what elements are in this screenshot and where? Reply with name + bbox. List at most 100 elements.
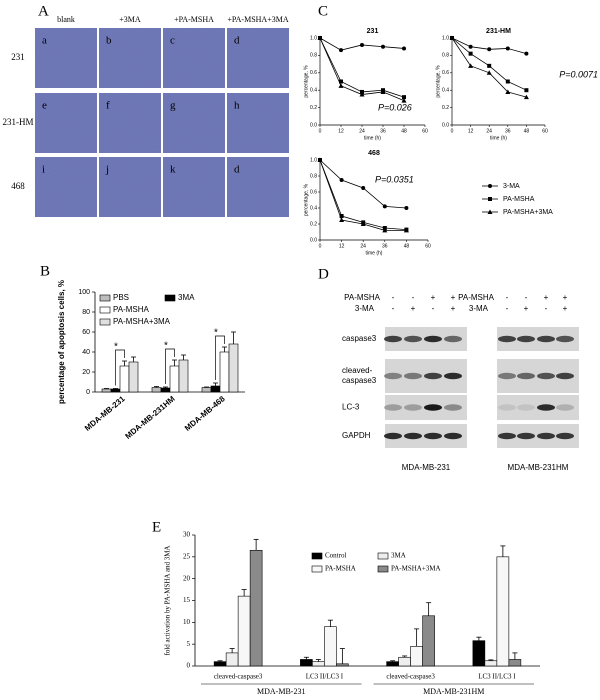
blot-band (517, 404, 535, 411)
y-tick-label: 0.4 (442, 88, 449, 94)
panel-label: E (152, 519, 161, 535)
x-tick-label: 48 (404, 243, 410, 249)
marker (339, 79, 343, 84)
bar (228, 343, 239, 393)
treatment-sign: - (392, 304, 395, 313)
image-label: h (234, 100, 240, 112)
treatment-sign: + (563, 304, 568, 313)
chart-title: 231-HM (486, 28, 511, 35)
x-tick-label: 12 (339, 243, 345, 249)
row-label: 231-HM (3, 117, 34, 127)
marker (524, 88, 529, 93)
blot-band (498, 404, 516, 411)
blot-band (404, 432, 422, 440)
image-label: e (42, 100, 47, 112)
legend-swatch (377, 552, 389, 560)
row-label: 231 (11, 52, 25, 62)
marker (401, 98, 407, 103)
x-tick-label: 0 (319, 128, 322, 134)
significance-mark: * (214, 328, 218, 339)
treatment-sign: - (392, 293, 395, 302)
blot-band (424, 335, 442, 343)
x-tick-label: MDA-MB-231 (83, 394, 127, 433)
marker (339, 48, 343, 53)
micrograph-texture (163, 93, 225, 153)
blot-band (444, 335, 462, 343)
significance-mark: * (164, 341, 168, 352)
protein-label: LC-3 (342, 403, 360, 412)
p-value: P=0.0351 (375, 174, 414, 184)
micrograph-texture (99, 28, 161, 88)
panel-label: D (318, 266, 329, 282)
marker (360, 221, 366, 226)
y-tick-label: 1.0 (442, 35, 449, 41)
image-label: d (234, 164, 240, 176)
y-tick-label: 20 (82, 369, 90, 376)
protein-label: cleaved- (342, 366, 373, 375)
treatment-sign: + (431, 293, 436, 302)
blot-band (537, 404, 555, 411)
bar (300, 659, 313, 667)
bar (201, 387, 212, 393)
legend-swatch (311, 552, 323, 560)
bar (225, 652, 239, 667)
y-tick-label: 0.6 (310, 70, 317, 76)
x-tick-label: cleaved-caspase3 (214, 673, 263, 681)
blot-band (498, 372, 516, 380)
legend-label: PA-MSHA (325, 565, 356, 573)
y-tick-label: 0.6 (310, 189, 317, 195)
y-tick-label: 0.8 (310, 173, 317, 179)
marker (468, 63, 474, 68)
y-axis-label: percentage, % (303, 183, 309, 216)
marker (339, 178, 344, 182)
image-label: i (42, 164, 45, 176)
legend-label: 3-MA (503, 183, 520, 190)
blot-band (384, 335, 402, 343)
series-line (451, 37, 527, 55)
x-tick-label: 60 (425, 243, 431, 249)
marker (487, 63, 492, 68)
blot-band (384, 404, 402, 411)
x-tick-label: 60 (422, 128, 428, 134)
y-tick-label: 0.6 (442, 70, 449, 76)
legend-label: PA-MSHA+3MA (113, 317, 171, 326)
image-label: g (170, 100, 176, 112)
blot-band (517, 432, 535, 440)
blot-band (424, 432, 442, 440)
significance-bracket (165, 348, 175, 384)
y-tick-label: 25 (183, 552, 191, 560)
image-label: d (234, 35, 240, 47)
bar (249, 549, 263, 667)
treatment-sign: + (411, 304, 416, 313)
treatment-sign: - (506, 304, 509, 313)
column-label: +PA-MSHA+3MA (227, 15, 288, 24)
micrograph-texture (35, 93, 97, 153)
blot-band (556, 335, 574, 343)
marker (404, 206, 409, 210)
treatment-sign: + (544, 293, 549, 302)
significance-mark: * (114, 342, 118, 353)
x-tick-label: MDA-MB-468 (183, 394, 227, 433)
micrograph-texture (35, 157, 97, 217)
bar (101, 388, 112, 393)
x-tick-label: 12 (468, 128, 474, 134)
x-axis-label: time (h) (366, 250, 383, 256)
blot-band (424, 404, 442, 411)
blot-band (444, 432, 462, 440)
y-tick-label: 0.0 (442, 122, 449, 128)
bar (472, 640, 486, 667)
cell-line-label: MDA-MB-231 (402, 463, 451, 472)
x-tick-label: LC3 II/LC3 I (306, 673, 344, 681)
bar (336, 663, 349, 667)
blot-band (444, 404, 462, 411)
marker (403, 227, 409, 233)
treatment-sign: + (524, 304, 529, 313)
bar (169, 365, 180, 393)
bar (160, 387, 171, 393)
legend-label: PA-MSHA+3MA (503, 209, 553, 216)
blot-band (498, 432, 516, 440)
y-tick-label: 5 (187, 640, 191, 648)
significance-bracket (215, 335, 225, 380)
bar (128, 361, 139, 393)
